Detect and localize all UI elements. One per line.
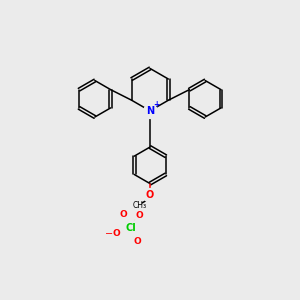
Text: Cl: Cl [125, 223, 136, 233]
Text: O: O [146, 190, 154, 200]
Text: +: + [153, 100, 159, 109]
Text: O: O [119, 210, 127, 219]
Text: CH₃: CH₃ [133, 201, 147, 210]
Text: −: − [105, 230, 113, 239]
Text: O: O [134, 237, 141, 246]
Text: O: O [112, 229, 120, 238]
Text: N: N [146, 106, 154, 116]
Text: O: O [136, 211, 143, 220]
